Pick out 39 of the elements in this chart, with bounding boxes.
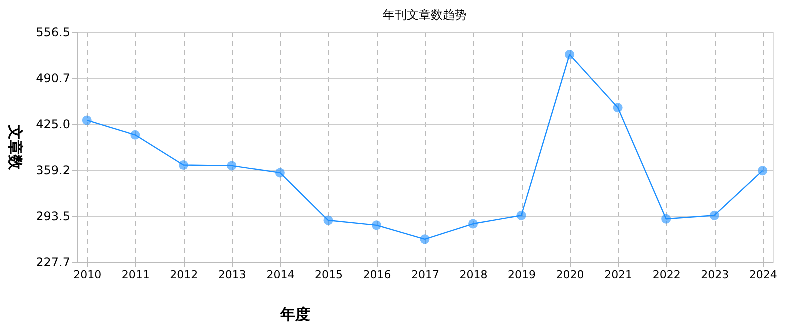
point	[468, 219, 478, 229]
point	[613, 103, 623, 113]
x-tick-label: 2015	[314, 268, 343, 282]
x-tick-label: 2014	[266, 268, 295, 282]
point	[227, 161, 237, 171]
point	[275, 168, 285, 178]
x-axis-title: 年度	[280, 306, 310, 324]
x-tick-label: 2018	[460, 268, 488, 282]
point	[420, 234, 430, 244]
x-tick-label: 2011	[122, 268, 150, 282]
x-tick-label: 2012	[170, 268, 198, 282]
x-tick-label: 2016	[363, 268, 392, 282]
y-tick-label: 425.0	[36, 117, 70, 132]
y-tick-label: 490.7	[36, 72, 70, 86]
point	[758, 166, 768, 176]
y-tick-label: 227.7	[36, 256, 70, 270]
y-tick-label: 293.5	[36, 209, 70, 224]
point	[516, 210, 526, 220]
x-tick-label: 2019	[508, 268, 536, 282]
x-tick-label: 2023	[701, 268, 730, 282]
point	[82, 116, 92, 126]
y-tick-label: 556.5	[36, 26, 70, 40]
x-tick-label: 2022	[652, 268, 681, 282]
x-tick-label: 2021	[604, 268, 633, 282]
point	[372, 220, 382, 230]
x-tick-label: 2017	[412, 268, 440, 282]
point	[710, 210, 720, 220]
point	[662, 214, 672, 224]
x-tick-label: 2013	[218, 268, 246, 282]
point	[324, 216, 334, 226]
x-tick-label: 2010	[74, 268, 102, 282]
chart-title: 年刊文章数趋势	[383, 8, 467, 22]
y-tick-label: 359.2	[36, 164, 70, 178]
x-tick-label: 2024	[749, 268, 778, 282]
point	[178, 160, 188, 170]
point	[565, 50, 575, 60]
point	[130, 130, 140, 140]
y-axis-title: 文章数	[6, 124, 24, 171]
x-tick-label: 2020	[556, 268, 584, 282]
